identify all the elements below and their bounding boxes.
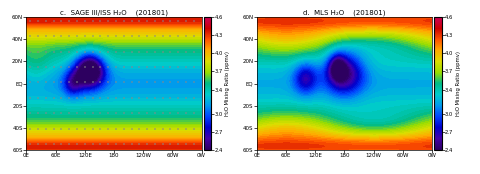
Title: c.  SAGE III/ISS H₂O    (201801): c. SAGE III/ISS H₂O (201801) — [60, 10, 168, 16]
Y-axis label: H₂O Mixing Ratio (ppmv): H₂O Mixing Ratio (ppmv) — [225, 51, 230, 116]
Title: d.  MLS H₂O    (201801): d. MLS H₂O (201801) — [303, 10, 385, 16]
Y-axis label: H₂O Mixing Ratio (ppmv): H₂O Mixing Ratio (ppmv) — [456, 51, 460, 116]
